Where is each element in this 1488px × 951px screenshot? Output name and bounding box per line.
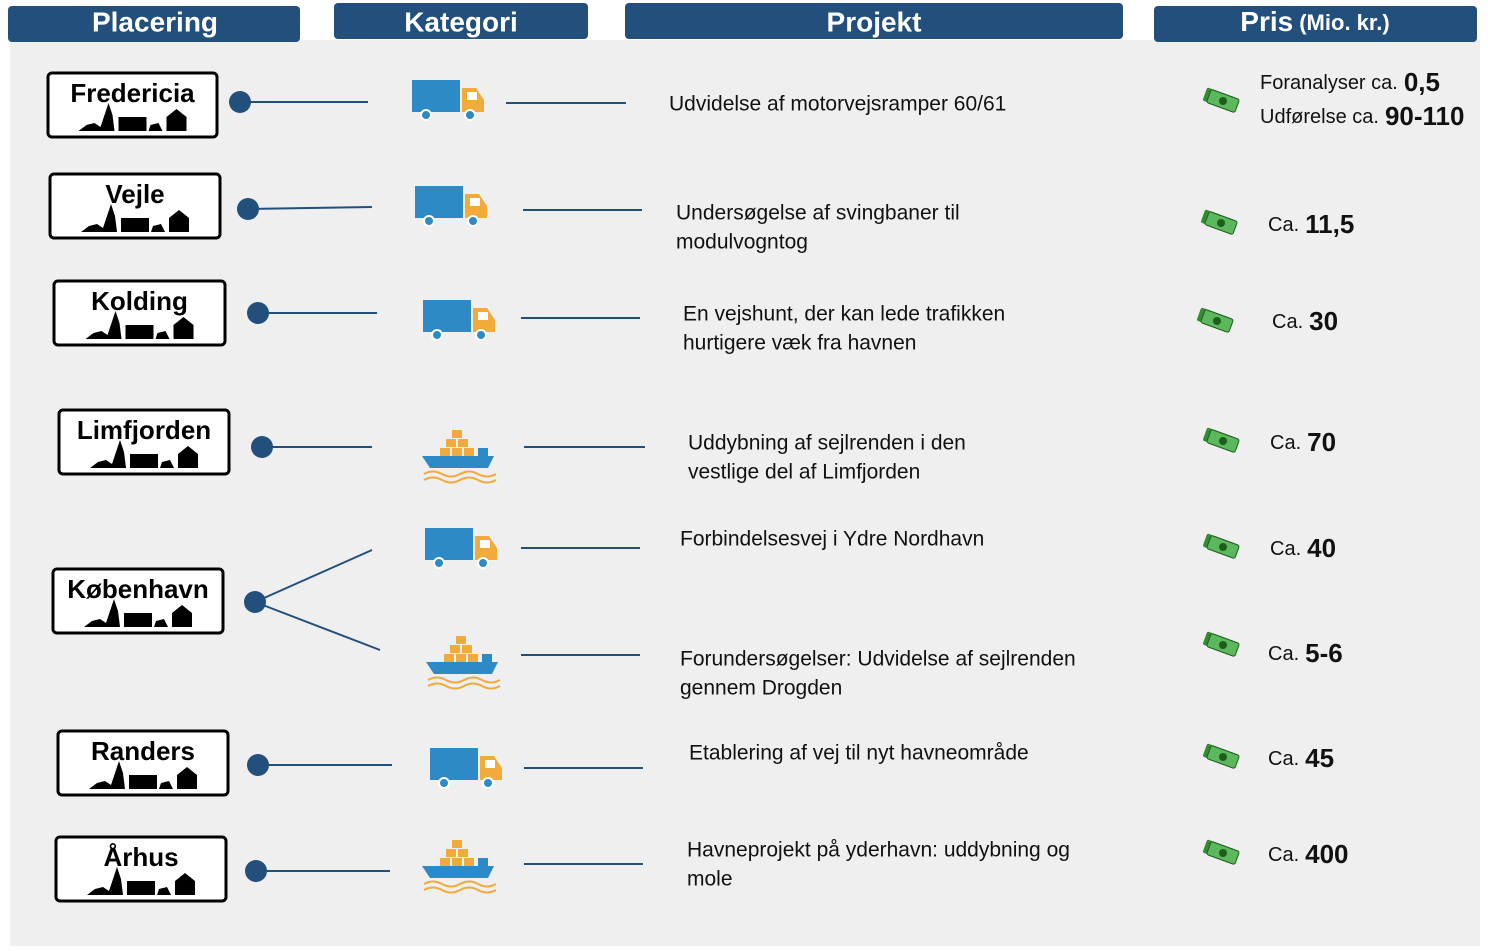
price-prefix: Ca.	[1270, 538, 1301, 560]
project-text: mole	[687, 868, 733, 891]
project-text: gennem Drogden	[680, 677, 842, 700]
price: Ca. 5-6	[1268, 638, 1343, 668]
header-cell	[625, 3, 1123, 39]
header-cell	[1154, 6, 1477, 42]
place-name: Limfjorden	[77, 415, 211, 445]
price-value: 90-110	[1385, 101, 1465, 131]
price: Ca. 45	[1268, 743, 1334, 773]
price-value: 5-6	[1305, 638, 1343, 668]
price-value: 11,5	[1305, 209, 1354, 239]
price-value: 70	[1307, 427, 1336, 457]
connector-dot	[229, 91, 251, 113]
price: Udførelse ca. 90-110	[1260, 101, 1464, 131]
place-name: Århus	[103, 842, 178, 872]
project-text: En vejshunt, der kan lede trafikken	[683, 303, 1005, 326]
project-text: hurtigere væk fra havnen	[683, 332, 916, 355]
price-prefix: Ca.	[1268, 214, 1299, 236]
place-name: Vejle	[105, 179, 164, 209]
connector-dot	[251, 436, 273, 458]
header-cell	[8, 6, 300, 42]
price-prefix: Ca.	[1268, 643, 1299, 665]
price-prefix: Udførelse ca.	[1260, 106, 1379, 128]
connector	[254, 601, 381, 651]
price: Foranalyser ca. 0,5	[1260, 67, 1440, 97]
place-name: København	[67, 574, 209, 604]
price-value: 40	[1307, 533, 1336, 563]
connector-dot	[244, 591, 266, 613]
price-value: 30	[1309, 306, 1338, 336]
panel	[10, 40, 1480, 946]
project-text: Etablering af vej til nyt havneområde	[689, 742, 1029, 765]
header-label: Placering	[92, 6, 218, 37]
project-text: modulvogntog	[676, 231, 808, 254]
price-prefix: Ca.	[1268, 748, 1299, 770]
price-prefix: Ca.	[1270, 432, 1301, 454]
price: Ca. 30	[1272, 306, 1338, 336]
header-label: Kategori	[404, 6, 518, 37]
header-text: Pris	[1240, 6, 1293, 37]
price: Ca. 11,5	[1268, 209, 1354, 239]
price-prefix: Foranalyser ca.	[1260, 72, 1398, 94]
connector-dot	[237, 198, 259, 220]
price-prefix: Ca.	[1272, 311, 1303, 333]
place-name: Fredericia	[70, 78, 195, 108]
header-label: Pris (Mio. kr.)	[1240, 6, 1389, 37]
project-text: Forbindelsesvej i Ydre Nordhavn	[680, 528, 984, 551]
connector	[247, 206, 373, 210]
project-text: Udvidelse af motorvejsramper 60/61	[669, 93, 1006, 116]
place-name: Kolding	[91, 286, 188, 316]
price-prefix: Ca.	[1268, 844, 1299, 866]
project-text: vestlige del af Limfjorden	[688, 461, 920, 484]
project-text: Undersøgelse af svingbaner til	[676, 202, 960, 225]
connector-dot	[245, 860, 267, 882]
price: Ca. 400	[1268, 839, 1349, 869]
connector-dot	[247, 302, 269, 324]
place-name: Randers	[91, 736, 195, 766]
project-text: Havneprojekt på yderhavn: uddybning og	[687, 839, 1070, 862]
price-value: 400	[1305, 839, 1348, 869]
project-text: Uddybning af sejlrenden i den	[688, 432, 966, 455]
header-cell	[334, 3, 588, 39]
price-value: 45	[1305, 743, 1334, 773]
price: Ca. 40	[1270, 533, 1336, 563]
price-value: 0,5	[1404, 67, 1440, 97]
connector-dot	[247, 754, 269, 776]
price: Ca. 70	[1270, 427, 1336, 457]
connector	[254, 549, 373, 603]
header-label: Projekt	[827, 6, 922, 37]
project-text: Forundersøgelser: Udvidelse af sejlrende…	[680, 648, 1076, 671]
header-unit: (Mio. kr.)	[1299, 10, 1389, 35]
